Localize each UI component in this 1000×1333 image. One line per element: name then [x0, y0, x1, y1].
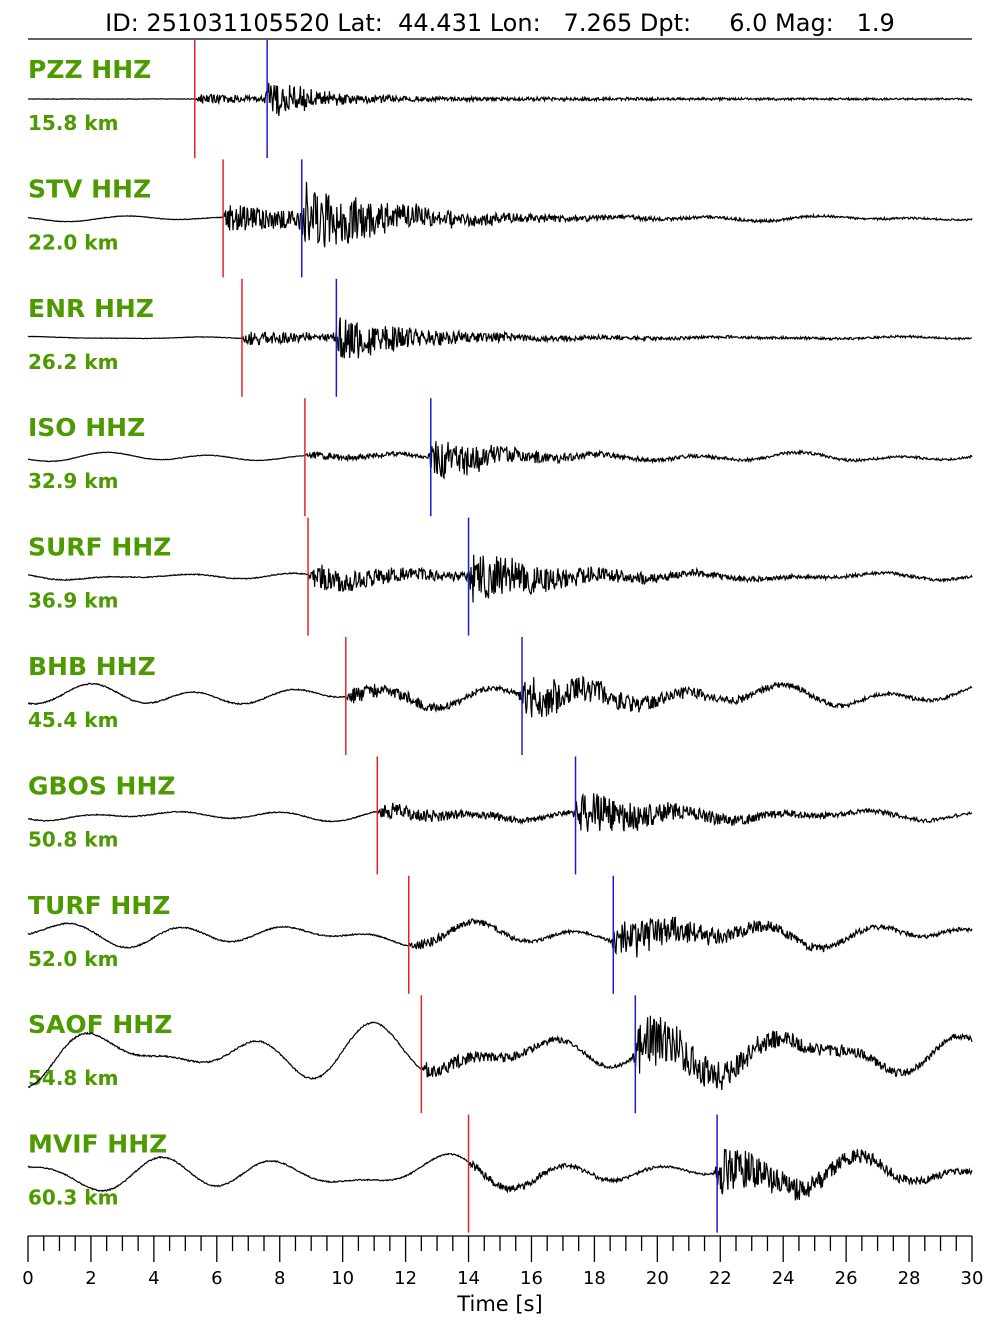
x-tick-label: 18: [583, 1268, 606, 1289]
waveform-trace: [27, 1015, 973, 1090]
station-distance-label: 50.8 km: [28, 827, 118, 851]
trace-panel: ENR HHZ 26.2 km: [27, 278, 973, 397]
waveform-trace: [27, 675, 973, 718]
figure-title: ID: 251031105520 Lat: 44.431 Lon: 7.265 …: [105, 9, 895, 37]
x-tick-label: 28: [898, 1268, 921, 1289]
x-tick-label: 10: [331, 1268, 354, 1289]
waveform-trace: [27, 317, 973, 359]
trace-panel: PZZ HHZ 15.8 km: [27, 40, 973, 158]
waveform-trace: [27, 1149, 973, 1201]
station-name-label: SURF HHZ: [28, 533, 171, 562]
station-distance-label: 15.8 km: [28, 111, 118, 135]
trace-panels: PZZ HHZ 15.8 km STV HHZ 22.0 km ENR HHZ 26.2 …: [27, 40, 973, 1233]
waveform-trace: [27, 916, 973, 958]
x-tick-label: 14: [457, 1268, 480, 1289]
waveform-trace: [27, 441, 973, 480]
station-name-label: STV HHZ: [28, 174, 151, 203]
station-name-label: TURF HHZ: [28, 891, 170, 920]
station-name-label: PZZ HHZ: [28, 55, 151, 84]
x-tick-label: 22: [709, 1268, 732, 1289]
station-distance-label: 26.2 km: [28, 350, 118, 374]
x-axis-label: Time [s]: [456, 1292, 542, 1316]
station-distance-label: 60.3 km: [28, 1186, 118, 1210]
station-name-label: BHB HHZ: [28, 652, 156, 681]
trace-panel: BHB HHZ 45.4 km: [27, 637, 973, 755]
station-distance-label: 45.4 km: [28, 708, 118, 732]
station-distance-label: 54.8 km: [28, 1066, 118, 1090]
station-name-label: MVIF HHZ: [28, 1130, 167, 1159]
x-tick-label: 6: [211, 1268, 222, 1289]
waveform-trace: [27, 181, 973, 248]
x-tick-label: 20: [646, 1268, 669, 1289]
station-distance-label: 52.0 km: [28, 947, 118, 971]
x-tick-label: 26: [835, 1268, 858, 1289]
waveform-trace: [27, 82, 973, 116]
station-distance-label: 32.9 km: [28, 469, 118, 493]
trace-panel: SAOF HHZ 54.8 km: [27, 995, 973, 1114]
station-distance-label: 36.9 km: [28, 589, 118, 613]
trace-panel: SURF HHZ 36.9 km: [27, 517, 973, 636]
x-tick-label: 30: [961, 1268, 984, 1289]
x-tick-label: 2: [85, 1268, 96, 1289]
waveform-trace: [27, 554, 973, 603]
trace-panel: GBOS HHZ 50.8 km: [27, 756, 973, 875]
x-tick-label: 24: [772, 1268, 795, 1289]
station-name-label: ENR HHZ: [28, 294, 154, 323]
x-tick-label: 0: [22, 1268, 33, 1289]
trace-panel: MVIF HHZ 60.3 km: [27, 1114, 973, 1233]
time-axis: 0 2 4 6 8 10 12 14 16 18 20 22 24 26 28 30: [22, 1235, 984, 1289]
trace-panel: STV HHZ 22.0 km: [27, 159, 973, 278]
waveform-trace: [27, 792, 973, 832]
trace-panel: TURF HHZ 52.0 km: [27, 875, 973, 994]
x-tick-label: 16: [520, 1268, 543, 1289]
station-name-label: GBOS HHZ: [28, 771, 176, 800]
station-name-label: ISO HHZ: [28, 413, 145, 442]
station-distance-label: 22.0 km: [28, 230, 118, 254]
station-name-label: SAOF HHZ: [28, 1010, 172, 1039]
trace-panel: ISO HHZ 32.9 km: [27, 398, 973, 517]
x-tick-label: 8: [274, 1268, 285, 1289]
x-tick-label: 12: [394, 1268, 417, 1289]
x-tick-label: 4: [148, 1268, 159, 1289]
